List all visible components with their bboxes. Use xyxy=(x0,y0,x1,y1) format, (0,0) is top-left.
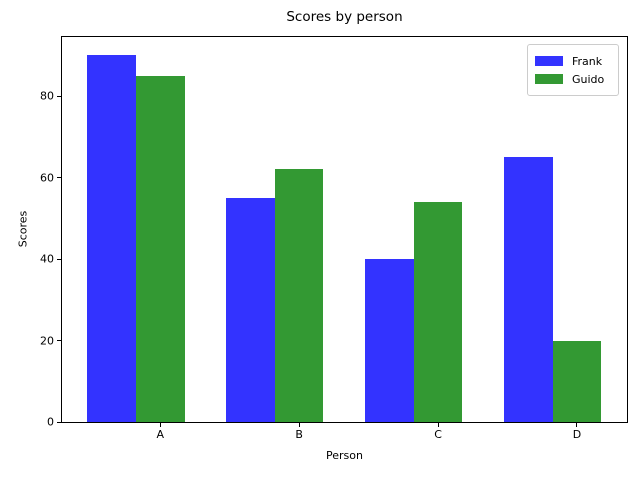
bar-guido-c xyxy=(413,202,463,422)
legend-swatch-guido-icon xyxy=(535,74,563,84)
bar-guido-d xyxy=(552,340,602,422)
x-tick-label: B xyxy=(295,428,303,441)
plot-area xyxy=(61,36,628,423)
y-tick-label: 40 xyxy=(40,252,54,266)
legend-item-frank: Frank xyxy=(535,53,611,69)
y-tick-mark xyxy=(57,340,62,342)
y-tick-label: 60 xyxy=(40,171,54,185)
x-tick-label: D xyxy=(572,428,582,441)
bar-frank-b xyxy=(226,197,275,422)
x-tick-label: C xyxy=(434,428,442,441)
y-tick-label: 0 xyxy=(47,415,54,429)
x-tick-mark xyxy=(298,422,300,427)
y-tick-mark xyxy=(57,258,62,260)
legend-swatch-frank-icon xyxy=(535,56,563,66)
y-axis-label: Scores xyxy=(16,210,30,248)
legend-item-guido: Guido xyxy=(535,71,611,87)
y-tick-label: 20 xyxy=(40,334,54,348)
legend-label-guido: Guido xyxy=(572,72,605,86)
y-tick-mark xyxy=(57,95,62,97)
y-tick-mark xyxy=(57,177,62,179)
bar-guido-a xyxy=(135,75,185,422)
bar-frank-d xyxy=(504,157,553,422)
x-tick-mark xyxy=(159,422,161,427)
legend-label-frank: Frank xyxy=(572,54,603,68)
x-tick-mark xyxy=(576,422,578,427)
bar-frank-a xyxy=(87,55,136,422)
y-tick-label: 80 xyxy=(40,89,54,103)
x-tick-mark xyxy=(437,422,439,427)
legend: Frank Guido xyxy=(527,44,619,96)
x-axis-label: Person xyxy=(326,449,363,462)
bar-guido-b xyxy=(274,169,324,422)
y-tick-mark xyxy=(57,421,62,423)
chart-title: Scores by person xyxy=(286,9,403,25)
bar-frank-c xyxy=(365,259,414,422)
x-tick-label: A xyxy=(156,428,164,441)
